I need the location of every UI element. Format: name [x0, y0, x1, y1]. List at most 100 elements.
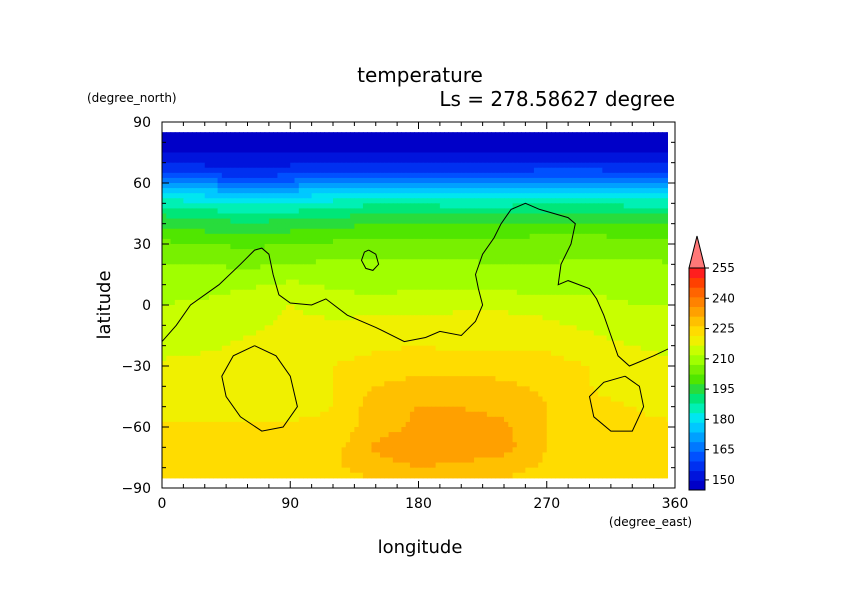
field-cell	[559, 218, 565, 225]
field-cell	[191, 305, 197, 311]
field-cell	[166, 213, 172, 220]
field-cell	[666, 208, 668, 215]
field-cell	[568, 188, 574, 194]
field-cell	[345, 249, 351, 255]
field-cell	[478, 142, 484, 149]
field-cell	[482, 193, 488, 199]
field-cell	[174, 213, 180, 220]
field-cell	[452, 213, 458, 220]
field-cell	[418, 233, 424, 240]
field-cell	[580, 249, 586, 255]
field-cell	[499, 325, 505, 332]
field-cell	[589, 340, 595, 347]
field-cell	[636, 233, 642, 240]
field-cell	[333, 177, 338, 184]
field-cell	[649, 330, 655, 337]
field-cell	[606, 218, 612, 225]
field-cell	[602, 320, 608, 326]
field-cell	[221, 183, 227, 189]
field-cell	[533, 167, 539, 174]
field-cell	[461, 233, 467, 240]
field-cell	[551, 142, 556, 149]
field-cell	[606, 152, 612, 159]
field-cell	[632, 249, 638, 255]
field-cell	[247, 289, 253, 296]
field-cell	[555, 305, 561, 311]
field-cell	[546, 142, 552, 149]
field-cell	[294, 254, 300, 260]
field-cell	[166, 193, 172, 199]
field-cell	[533, 325, 539, 332]
field-cell	[521, 162, 526, 169]
field-cell	[397, 330, 402, 337]
field-cell	[290, 315, 296, 321]
field-cell	[384, 325, 390, 332]
field-cell	[174, 238, 180, 245]
field-cell	[456, 284, 462, 291]
field-cell	[422, 233, 428, 240]
field-cell	[162, 228, 167, 235]
field-cell	[516, 167, 522, 174]
field-cell	[482, 137, 488, 143]
field-cell	[516, 188, 522, 194]
field-cell	[606, 193, 612, 199]
field-cell	[636, 198, 642, 204]
field-cell	[371, 203, 377, 210]
field-cell	[657, 249, 663, 255]
field-cell	[662, 289, 668, 296]
field-cell	[525, 218, 531, 225]
field-cell	[170, 183, 176, 189]
field-cell	[418, 279, 424, 286]
field-cell	[298, 132, 304, 138]
field-cell	[350, 233, 355, 240]
field-cell	[542, 289, 548, 296]
field-cell	[230, 208, 236, 215]
field-cell	[576, 274, 582, 281]
field-cell	[474, 203, 479, 210]
field-cell	[636, 325, 642, 332]
field-cell	[397, 137, 402, 143]
field-cell	[602, 254, 608, 260]
field-cell	[508, 294, 514, 301]
field-cell	[619, 259, 625, 265]
field-cell	[499, 203, 505, 210]
field-cell	[191, 132, 197, 138]
field-cell	[640, 172, 646, 179]
field-cell	[337, 284, 343, 291]
field-cell	[521, 233, 526, 240]
field-cell	[632, 325, 638, 332]
field-cell	[422, 269, 428, 276]
field-cell	[362, 203, 368, 210]
field-cell	[380, 228, 385, 235]
field-cell	[435, 137, 441, 143]
field-cell	[431, 264, 437, 271]
field-cell	[495, 233, 501, 240]
field-cell	[238, 269, 244, 276]
field-cell	[559, 238, 565, 245]
field-cell	[546, 330, 552, 337]
field-cell	[388, 330, 394, 337]
field-cell	[516, 315, 522, 321]
field-cell	[380, 177, 385, 184]
field-cell	[303, 198, 308, 204]
field-cell	[580, 305, 586, 311]
field-cell	[179, 330, 184, 337]
field-cell	[546, 325, 552, 332]
field-cell	[213, 274, 219, 281]
field-cell	[392, 208, 398, 215]
field-cell	[294, 177, 300, 184]
field-cell	[478, 249, 484, 255]
field-cell	[589, 193, 595, 199]
field-cell	[264, 208, 270, 215]
field-cell	[645, 259, 650, 265]
field-cell	[226, 152, 232, 159]
field-cell	[204, 294, 210, 301]
field-cell	[478, 223, 484, 230]
field-cell	[337, 177, 343, 184]
field-cell	[615, 259, 621, 265]
field-cell	[551, 203, 556, 210]
field-cell	[448, 233, 454, 240]
field-cell	[341, 330, 347, 337]
field-cell	[482, 162, 488, 169]
field-cell	[414, 310, 420, 316]
